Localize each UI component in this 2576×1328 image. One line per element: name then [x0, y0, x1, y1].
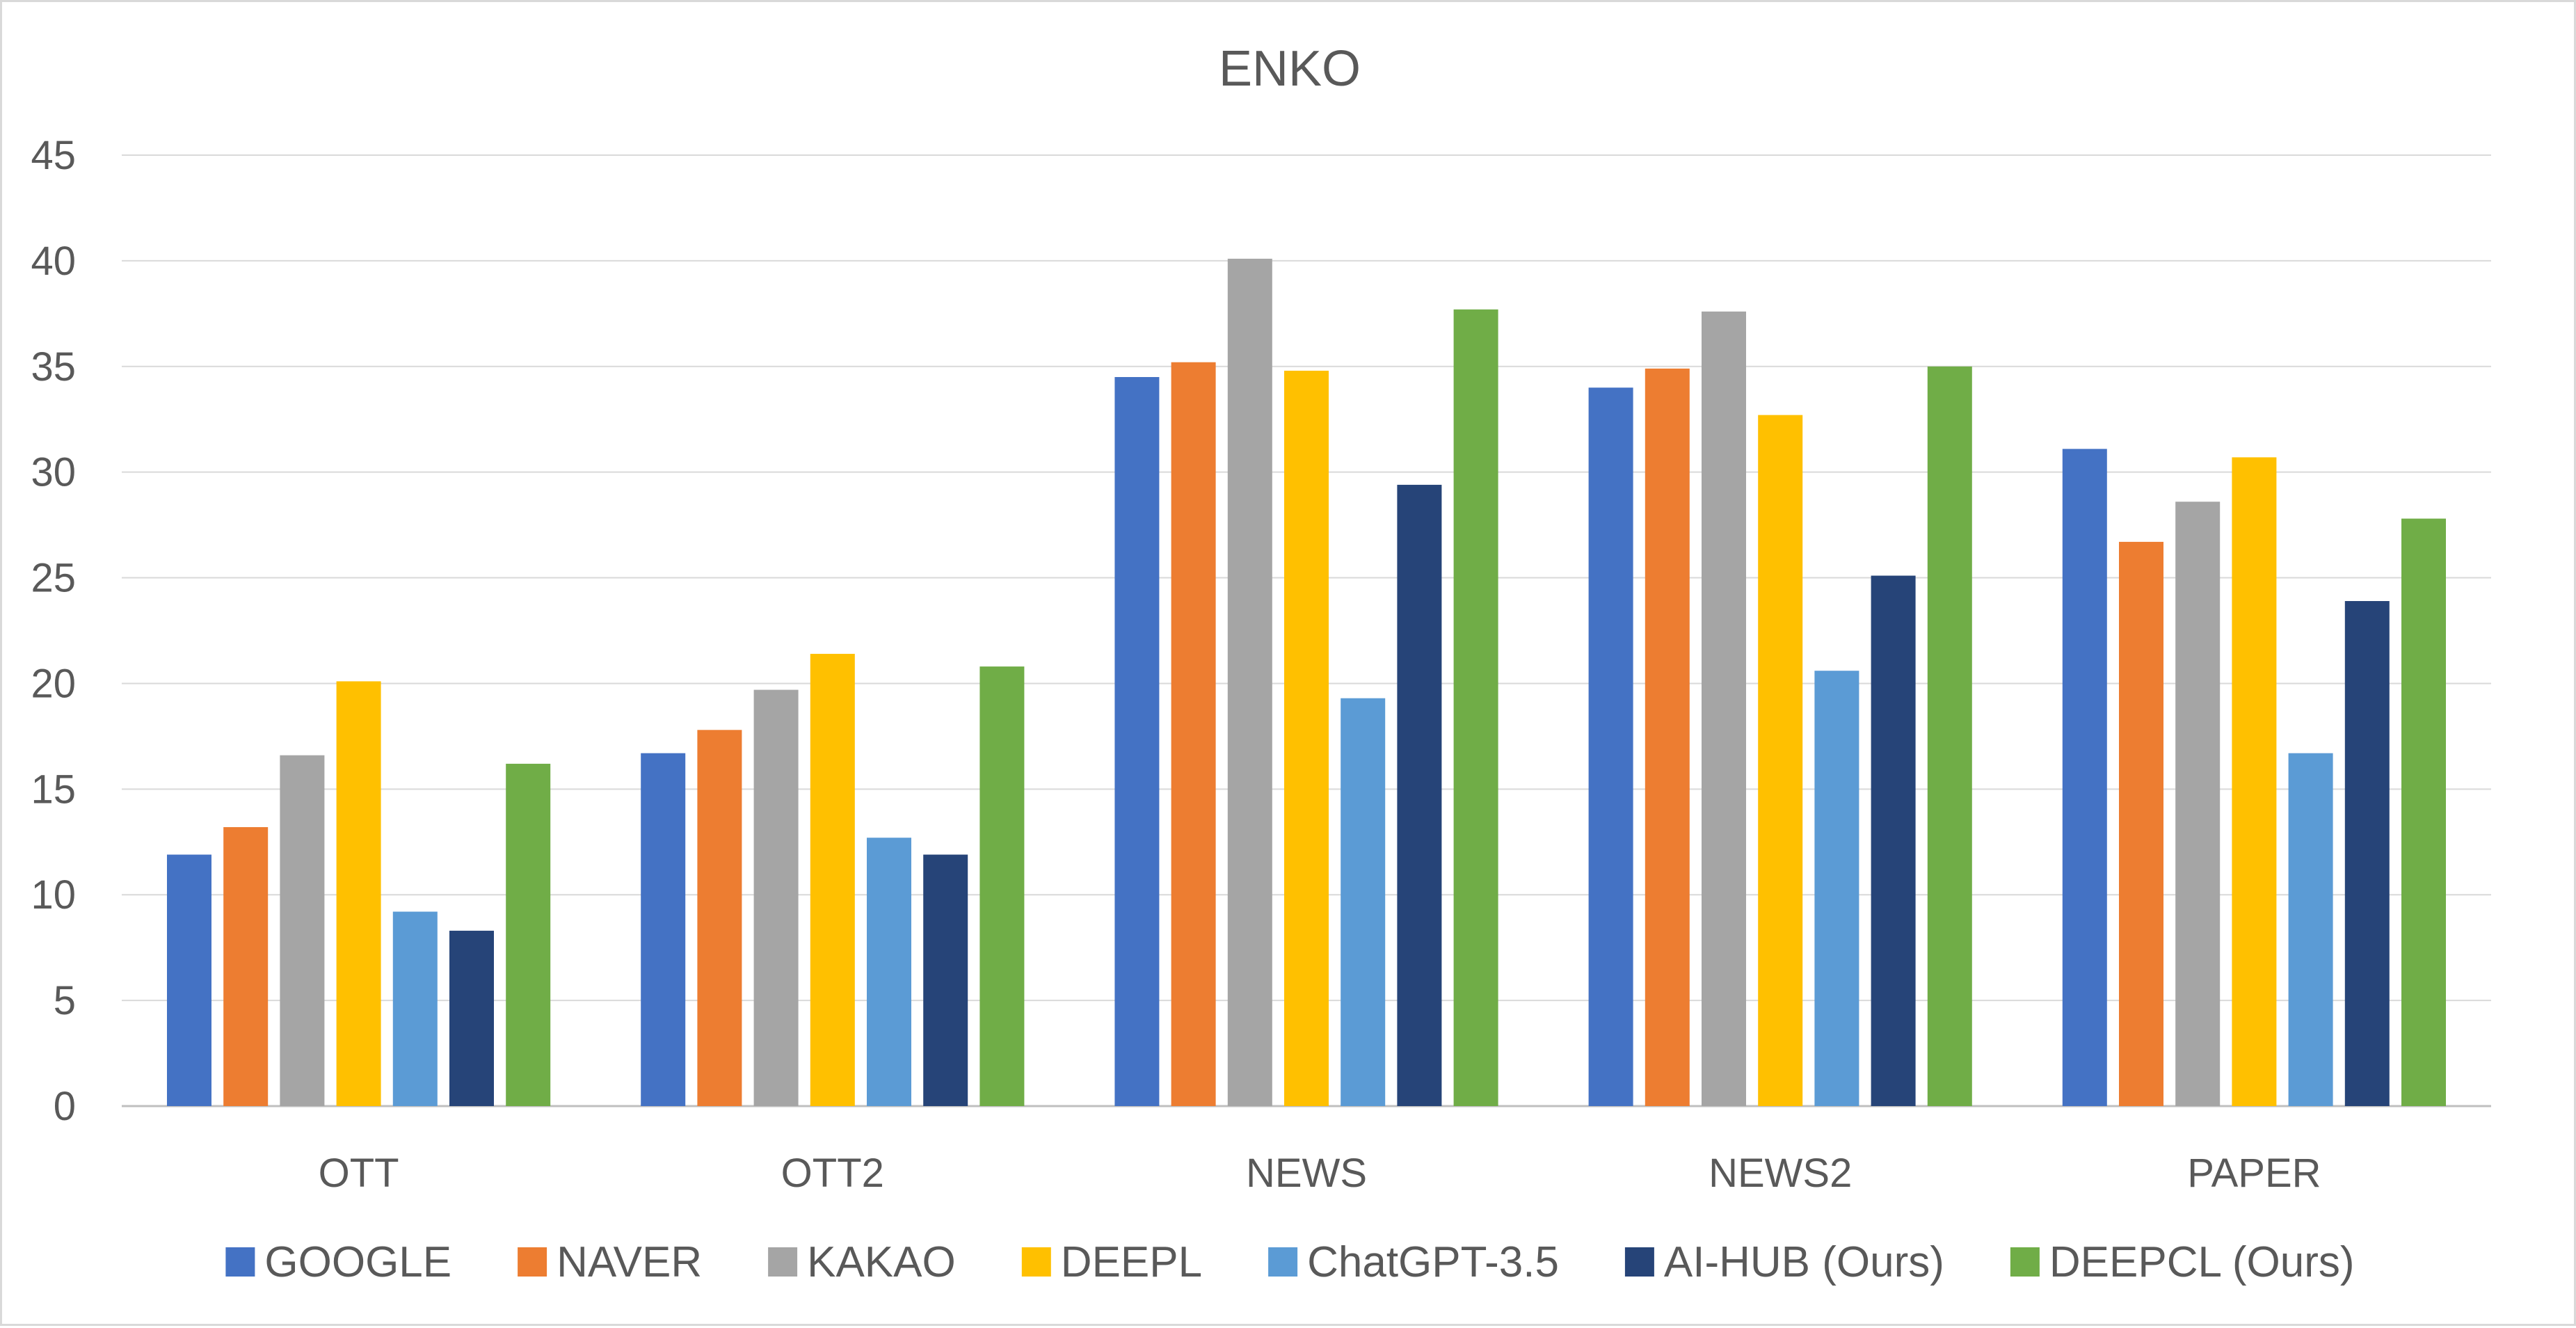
legend-label: DEEPCL (Ours): [2049, 1238, 2355, 1286]
bar-paper-2: [2175, 502, 2221, 1106]
legend-label: KAKAO: [807, 1238, 956, 1286]
bar-paper-0: [2062, 449, 2107, 1106]
legend-label: ChatGPT-3.5: [1307, 1238, 1559, 1286]
legend-item: GOOGLE: [225, 1238, 451, 1286]
bar-news-2: [1227, 258, 1272, 1106]
legend-swatch: [2010, 1247, 2040, 1277]
chart-title: ENKO: [1219, 41, 1361, 97]
y-tick-label: 10: [31, 872, 76, 918]
axes: 0 5 10 15 20 25 30 35 40 45 OTT OTT2 NEWS NEWS2 PAPER: [31, 133, 2321, 1196]
bar-news-6: [1453, 309, 1498, 1106]
bar-ott2-4: [867, 838, 911, 1106]
legend-item: NAVER: [518, 1238, 702, 1286]
y-tick-label: 25: [31, 556, 76, 601]
bars: [167, 258, 2446, 1107]
bar-ott-3: [336, 681, 381, 1106]
y-tick-label: 5: [54, 978, 76, 1023]
bar-news2-4: [1814, 671, 1859, 1106]
bar-news2-3: [1758, 415, 1803, 1106]
bar-news-0: [1114, 377, 1160, 1106]
x-tick-label: OTT: [319, 1151, 399, 1196]
y-tick-label: 20: [31, 661, 76, 706]
x-tick-label: PAPER: [2187, 1151, 2321, 1196]
y-tick-label: 30: [31, 450, 76, 495]
bar-news2-6: [1927, 366, 1972, 1106]
legend-label: DEEPL: [1061, 1238, 1202, 1286]
y-tick-label: 45: [31, 133, 76, 178]
legend-swatch: [225, 1247, 255, 1277]
bar-ott2-5: [923, 854, 968, 1106]
y-tick-label: 40: [31, 239, 76, 284]
bar-news-1: [1171, 362, 1216, 1107]
legend-swatch: [1624, 1247, 1654, 1277]
bar-news2-5: [1871, 575, 1916, 1106]
bar-paper-1: [2119, 541, 2163, 1106]
x-tick-label: OTT2: [781, 1151, 884, 1196]
bar-paper-5: [2344, 601, 2390, 1106]
legend-item: ChatGPT-3.5: [1268, 1238, 1559, 1286]
legend-item: DEEPCL (Ours): [2010, 1238, 2355, 1286]
legend-label: AI-HUB (Ours): [1664, 1238, 1944, 1286]
bar-ott2-1: [697, 730, 742, 1106]
bar-ott-2: [280, 755, 325, 1106]
y-tick-label: 15: [31, 767, 76, 812]
bar-paper-3: [2232, 457, 2277, 1106]
bar-news2-1: [1645, 368, 1690, 1106]
legend-swatch: [1021, 1247, 1051, 1277]
legend-swatch: [518, 1247, 547, 1277]
bar-ott2-3: [810, 653, 855, 1106]
bar-ott-5: [449, 930, 494, 1106]
bar-news2-2: [1702, 311, 1746, 1106]
bar-ott2-6: [979, 666, 1025, 1106]
bar-ott-6: [506, 763, 551, 1106]
legend-swatch: [1268, 1247, 1298, 1277]
legend-label: NAVER: [557, 1238, 702, 1286]
bar-news2-0: [1588, 387, 1633, 1107]
x-tick-label: NEWS2: [1709, 1151, 1852, 1196]
bar-ott2-0: [641, 753, 686, 1106]
legend-item: DEEPL: [1021, 1238, 1202, 1286]
legend-item: AI-HUB (Ours): [1624, 1238, 1944, 1286]
legend-swatch: [768, 1247, 798, 1277]
x-tick-label: NEWS: [1246, 1151, 1367, 1196]
bar-paper-4: [2288, 753, 2333, 1106]
bar-paper-6: [2401, 518, 2446, 1106]
bar-ott-0: [167, 854, 211, 1106]
legend: GOOGLE NAVER KAKAO DEEPL ChatGPT-3.5 AI-HUB (…: [225, 1238, 2355, 1286]
legend-label: GOOGLE: [264, 1238, 451, 1286]
bar-ott2-2: [753, 689, 799, 1106]
bar-news-5: [1397, 484, 1442, 1106]
bar-ott-1: [223, 827, 269, 1106]
bar-news-4: [1341, 698, 1386, 1106]
bar-ott-4: [392, 911, 438, 1106]
legend-item: KAKAO: [768, 1238, 956, 1286]
y-tick-label: 0: [54, 1084, 76, 1129]
y-tick-label: 35: [31, 344, 76, 390]
bar-news-3: [1284, 370, 1329, 1106]
